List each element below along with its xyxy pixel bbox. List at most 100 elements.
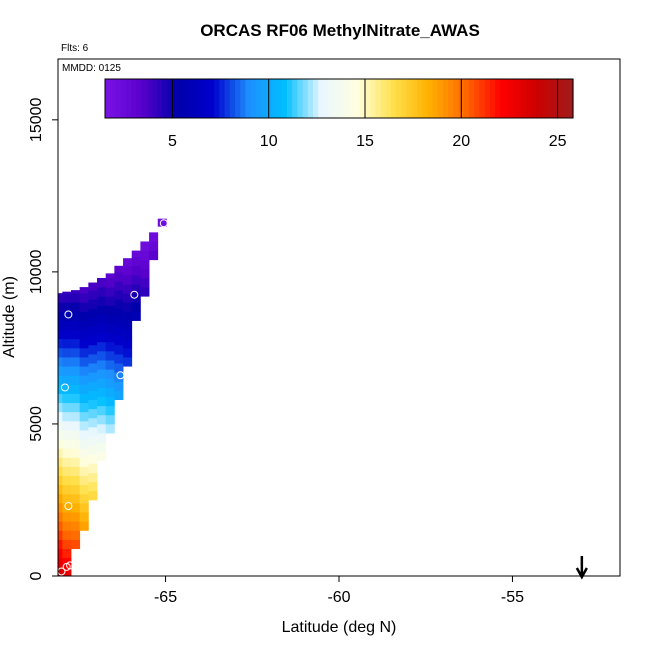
- y-tick-label: 5000: [28, 406, 45, 442]
- colorbar-segment: [141, 79, 148, 118]
- heatmap-cell: [105, 423, 115, 434]
- heatmap-cell: [62, 557, 72, 568]
- heatmap-cell: [71, 466, 81, 477]
- heatmap-cell: [105, 405, 115, 416]
- colorbar-segment: [422, 79, 428, 118]
- y-tick-label: 15000: [28, 97, 45, 142]
- heatmap-cell: [58, 512, 65, 522]
- colorbar: 5 10 15 20 25: [104, 78, 574, 150]
- heatmap-cell: [123, 284, 133, 294]
- heatmap-cell: [71, 439, 81, 449]
- date-annotation: MMDD: 0125: [62, 63, 121, 74]
- heatmap-cell: [140, 250, 150, 261]
- colorbar-segment: [469, 79, 475, 118]
- colorbar-segment: [297, 79, 304, 118]
- colorbar-segment: [224, 79, 231, 118]
- heatmap-cell: [71, 311, 81, 321]
- heatmap-cell: [140, 259, 150, 270]
- sample-point: [64, 310, 73, 319]
- colorbar-segment: [146, 79, 153, 118]
- heatmap-cell: [58, 338, 65, 349]
- heatmap-cell: [62, 338, 72, 349]
- heatmap-cell: [79, 320, 89, 331]
- heatmap-cell: [97, 414, 107, 425]
- colorbar-segment: [365, 79, 371, 118]
- colorbar-segment: [323, 79, 330, 118]
- heatmap-cell: [114, 271, 124, 282]
- colorbar-segment: [510, 79, 517, 118]
- heatmap-cell: [105, 360, 115, 370]
- heatmap-cell: [71, 512, 81, 522]
- heatmap-cell: [114, 265, 124, 273]
- heatmap-cell: [58, 311, 65, 321]
- heatmap-cell: [97, 323, 107, 334]
- heatmap-cell: [71, 521, 81, 531]
- heatmap-cell: [79, 375, 89, 385]
- heatmap-cell: [105, 369, 115, 379]
- heatmap-cell: [79, 338, 89, 349]
- colorbar-segment: [474, 79, 480, 118]
- heatmap-cell: [88, 490, 98, 501]
- heatmap-cell: [157, 218, 167, 227]
- y-tick-label: 10000: [28, 250, 45, 295]
- heatmap-cell: [88, 454, 98, 464]
- x-axis-title: Latitude (deg N): [282, 619, 397, 636]
- heatmap-cell: [105, 414, 115, 425]
- heatmap-cell: [88, 335, 98, 346]
- colorbar-segment: [193, 79, 200, 118]
- heatmap-cell: [88, 299, 98, 309]
- heatmap-cell: [105, 273, 115, 279]
- colorbar-segment: [281, 79, 288, 118]
- heatmap-cell: [97, 405, 107, 416]
- heatmap-cell: [62, 493, 72, 504]
- heatmap-cell: [79, 475, 89, 486]
- heatmap-cell: [62, 512, 72, 522]
- colorbar-segment: [432, 79, 439, 118]
- colorbar-segment: [370, 79, 376, 118]
- heatmap-cell: [79, 457, 89, 467]
- heatmap-cell: [71, 338, 81, 349]
- heatmap-cell: [88, 399, 98, 410]
- heatmap-cell: [58, 557, 65, 568]
- heatmap-cell: [114, 281, 124, 291]
- colorbar-segment: [183, 79, 189, 118]
- heatmap-cell: [105, 332, 115, 343]
- heatmap-cell: [58, 411, 65, 422]
- heatmap-cell: [97, 442, 107, 452]
- heatmap-cell: [88, 472, 98, 483]
- heatmap-cell: [58, 466, 65, 477]
- y-axis-title: Altitude (m): [1, 276, 18, 358]
- x-tick-label: -60: [327, 589, 350, 606]
- colorbar-segment: [276, 79, 283, 118]
- heatmap-cell: [88, 344, 98, 355]
- colorbar-segment: [547, 79, 553, 118]
- colorbar-segment: [406, 79, 413, 118]
- heatmap-cell: [58, 539, 65, 550]
- heatmap-cell: [88, 282, 98, 291]
- y-axis: 0 5000 10000 15000: [28, 97, 58, 580]
- colorbar-segment: [380, 79, 387, 118]
- chart-title: ORCAS RF06 MethylNitrate_AWAS: [200, 21, 480, 40]
- heatmap-cell: [62, 402, 72, 413]
- heatmap-cell: [62, 475, 72, 486]
- x-tick-label: -55: [501, 589, 524, 606]
- colorbar-segment: [500, 79, 506, 118]
- heatmap-cell: [123, 265, 133, 276]
- colorbar-segment: [333, 79, 340, 118]
- heatmap-cell: [140, 287, 150, 297]
- heatmap-cell: [79, 347, 89, 358]
- colorbar-segment: [417, 79, 423, 118]
- heatmap-cell: [97, 305, 107, 315]
- heatmap-cell: [79, 311, 89, 321]
- heatmap-cell: [62, 291, 72, 294]
- colorbar-segment: [344, 79, 350, 118]
- arrow-marker: [575, 556, 588, 580]
- heatmap-cell: [71, 290, 81, 294]
- heatmap-cell: [62, 393, 72, 404]
- heatmap-cell: [62, 448, 72, 458]
- heatmap-cell: [79, 521, 89, 531]
- heatmap-cell: [88, 290, 98, 300]
- colorbar-segment: [349, 79, 356, 118]
- colorbar-tick-label: 5: [168, 133, 177, 150]
- colorbar-segment: [318, 79, 324, 118]
